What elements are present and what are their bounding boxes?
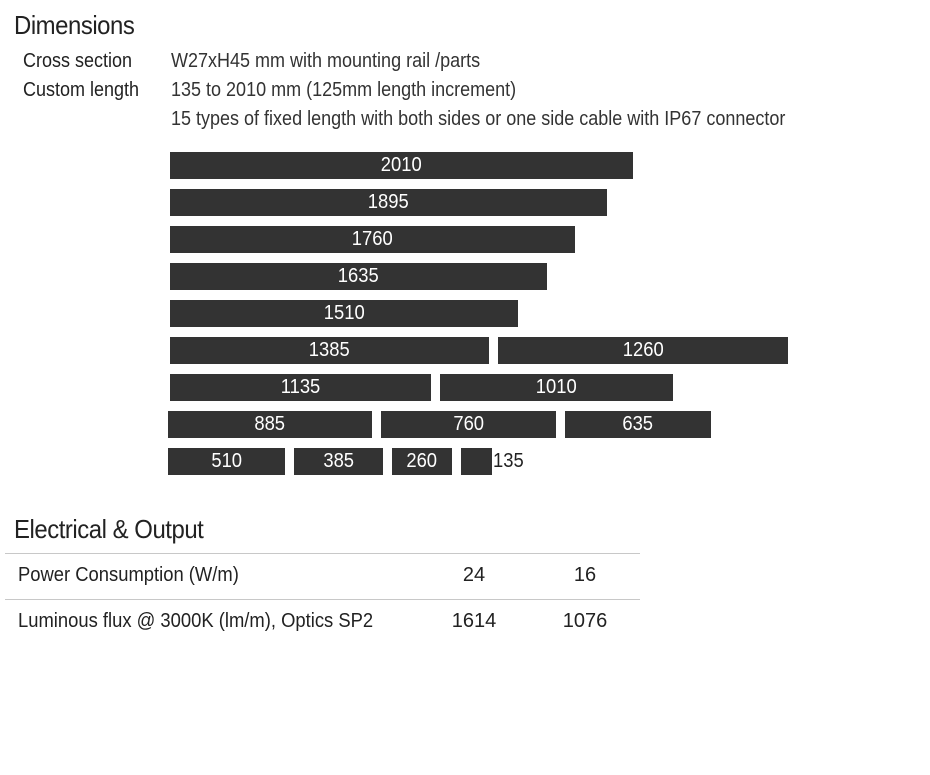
table-divider-top <box>5 553 640 554</box>
length-bar-label: 1135 <box>280 376 321 398</box>
luminous-flux-value-1: 1614 <box>451 610 497 632</box>
table-divider-middle <box>5 599 640 600</box>
power-consumption-label: Power Consumption (W/m) <box>18 564 239 586</box>
length-bar-label: 510 <box>211 450 242 472</box>
length-bar: 1010 <box>440 374 673 401</box>
custom-length-label: Custom length <box>23 79 140 101</box>
cross-section-label: Cross section <box>23 50 133 72</box>
length-bar-label: 1760 <box>352 228 393 250</box>
length-bar: 1760 <box>170 226 575 253</box>
length-bar: 1635 <box>170 263 547 290</box>
luminous-flux-value-2: 1076 <box>562 610 608 632</box>
length-bar-label: 385 <box>323 450 354 472</box>
power-consumption-value-1: 24 <box>462 564 486 586</box>
length-bar-label: 1260 <box>622 339 664 361</box>
length-bar-chart: 2010 1895 1760 1635 1510 1385 1260 1135 1010 885 7… <box>168 152 788 475</box>
custom-length-note: 15 types of fixed length with both sides… <box>171 108 786 130</box>
length-bar-label: 760 <box>453 413 484 435</box>
cross-section-value: W27xH45 mm with mounting rail /parts <box>171 50 481 72</box>
length-bar-label: 1895 <box>368 191 409 213</box>
length-bar: 260 <box>392 448 452 475</box>
length-bar: 1895 <box>170 189 607 216</box>
length-bar-label: 135 <box>493 450 524 472</box>
length-bar: 1135 <box>170 374 431 401</box>
length-bar: 1510 <box>170 300 518 327</box>
length-bar-label: 1510 <box>323 302 365 324</box>
length-bar: 1260 <box>498 337 788 364</box>
power-consumption-value-2: 16 <box>573 564 597 586</box>
length-bar: 2010 <box>170 152 633 179</box>
length-bar-label: 2010 <box>381 154 422 176</box>
luminous-flux-label: Luminous flux @ 3000K (lm/m), Optics SP2 <box>18 610 374 632</box>
length-bar-label: 1385 <box>309 339 350 361</box>
electrical-title: Electrical & Output <box>14 514 204 544</box>
length-bar: 885 <box>168 411 372 438</box>
length-bar-label: 885 <box>254 413 286 435</box>
length-bar <box>461 448 492 475</box>
length-bar: 1385 <box>170 337 489 364</box>
dimensions-title: Dimensions <box>14 10 135 40</box>
custom-length-value: 135 to 2010 mm (125mm length increment) <box>171 79 517 101</box>
length-bar: 635 <box>565 411 711 438</box>
length-bar-label: 635 <box>622 413 654 435</box>
length-bar-label: 1635 <box>338 265 379 287</box>
length-bar-label: 260 <box>406 450 438 472</box>
length-bar: 760 <box>381 411 556 438</box>
length-bar: 385 <box>294 448 383 475</box>
length-bar: 510 <box>168 448 285 475</box>
length-bar-label: 1010 <box>536 376 577 398</box>
